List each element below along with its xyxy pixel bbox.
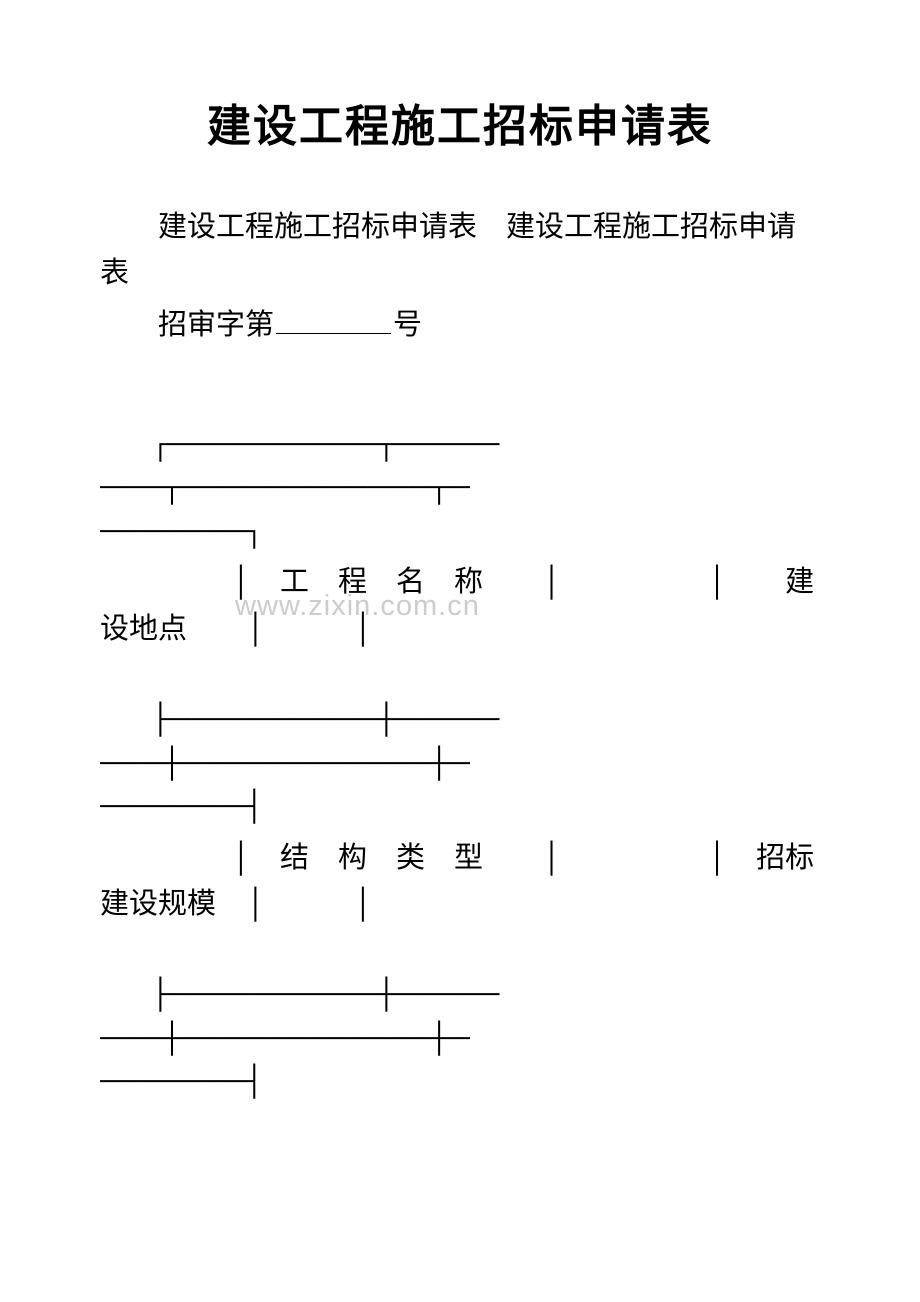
serial-blank <box>276 333 391 334</box>
document-page: 建设工程施工招标申请表 建设工程施工招标申请表 建设工程施工招标申请表 招审字第… <box>0 0 920 1104</box>
serial-number-line: 招审字第 号 <box>100 301 820 343</box>
table-border-top-1: ┌──────────┬───── <box>150 423 820 467</box>
table-border-top-3: ───────┐ <box>100 510 820 554</box>
table-border-mid-2b: ───┼────────────┼─ <box>100 1017 820 1061</box>
serial-suffix: 号 <box>393 309 422 341</box>
serial-prefix: 招审字第 <box>158 309 274 341</box>
subtitle-text: 建设工程施工招标申请表 建设工程施工招标申请表 <box>100 204 820 297</box>
table-row-2: │ 结 构 类 型 │ │ 招标建设规模 │ │ <box>100 835 820 928</box>
table-row-1: │ 工 程 名 称 │ │ 建设地点 │ │ <box>100 559 820 652</box>
table-border-mid-3b: ───────┤ <box>100 1060 820 1104</box>
table-border-mid-1b: ├──────────┼───── <box>150 973 820 1017</box>
table-border-top-2: ───┬────────────┬─ <box>100 466 820 510</box>
table-border-mid-3a: ───────┤ <box>100 785 820 829</box>
table-border-mid-1a: ├──────────┼───── <box>150 698 820 742</box>
table-border-mid-2a: ───┼────────────┼─ <box>100 742 820 786</box>
document-title: 建设工程施工招标申请表 <box>100 90 820 154</box>
